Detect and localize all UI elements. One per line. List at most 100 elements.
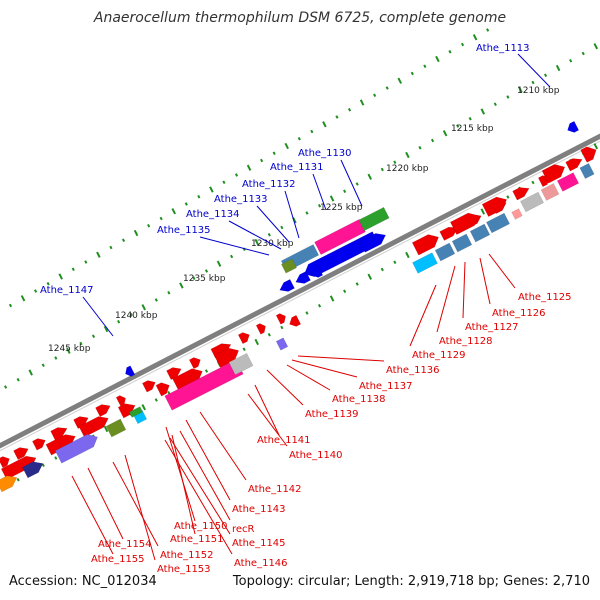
reverse-gene-arrow-shape (125, 365, 136, 377)
cog-block (451, 233, 473, 253)
label-leader-line (517, 53, 551, 88)
tick-mark-outer (192, 276, 196, 281)
cog-block (486, 212, 510, 234)
forward-gene-arrow-shape (117, 403, 136, 419)
label-leader-line (228, 220, 282, 250)
tick-mark-outer (254, 238, 259, 246)
tick-mark-inner (329, 295, 335, 302)
tick-mark-outer (442, 130, 448, 137)
tick-mark-inner (154, 398, 158, 402)
forward-gene-arrow (155, 382, 170, 397)
tick-mark-inner (367, 273, 373, 280)
tick-mark-inner (54, 456, 58, 460)
tick-mark-outer (154, 298, 158, 302)
tick-mark-inner (393, 260, 397, 265)
forward-gene-arrow (541, 164, 566, 184)
gene-label: Athe_1140 (289, 450, 343, 461)
scale-label: 1235 kbp (183, 274, 226, 284)
reverse-gene-arrow-shape (359, 233, 386, 253)
scale-label: 1245 kbp (48, 344, 91, 354)
tick-mark-scale (410, 71, 414, 76)
tick-mark-inner (280, 325, 284, 330)
accession-text: Accession: NC_012034 (9, 574, 157, 589)
gene-label: Athe_1146 (234, 558, 288, 569)
tick-mark-outer (129, 312, 133, 317)
cog-block (520, 191, 544, 213)
forward-gene-arrow-shape (0, 456, 10, 469)
forward-gene-arrow-shape (541, 164, 566, 184)
label-leader-line (286, 364, 331, 391)
gene-label: Athe_1142 (248, 484, 302, 495)
tick-mark-inner (242, 347, 246, 352)
tick-mark-inner (141, 404, 146, 411)
tick-mark-outer (117, 319, 121, 324)
cog-block-shape (556, 172, 580, 192)
scale-label: 1210 kbp (517, 86, 560, 96)
label-leader-line (266, 369, 304, 406)
gene-label: Athe_1126 (492, 308, 546, 319)
gene-label: recR (232, 524, 255, 535)
forward-gene-arrow (188, 357, 201, 370)
forward-gene-arrow (50, 427, 68, 441)
forward-gene-arrow-shape (78, 416, 109, 438)
cog-block (434, 242, 456, 262)
tick-mark-outer (456, 124, 460, 128)
label-leader-line (488, 253, 516, 289)
tick-mark-scale (460, 42, 465, 47)
forward-gene-arrow (172, 368, 203, 392)
tick-mark-inner (593, 143, 599, 150)
tick-mark-inner (343, 289, 347, 294)
forward-gene-arrow (115, 395, 126, 407)
tick-mark-inner (16, 477, 20, 482)
tick-mark-outer (380, 167, 384, 172)
tick-mark-outer (179, 282, 184, 289)
reverse-gene-arrow (125, 365, 136, 377)
label-leader-line (462, 261, 466, 319)
tick-mark-scale (284, 142, 289, 150)
reverse-gene-arrow (359, 233, 386, 253)
gene-label: Athe_1154 (98, 539, 152, 550)
map-title: Anaerocellum thermophilum DSM 6725, comp… (93, 10, 507, 26)
tick-mark-outer (506, 95, 510, 99)
tick-mark-scale (133, 229, 139, 237)
gene-label: Athe_1151 (170, 534, 224, 545)
gene-label: Athe_1125 (518, 292, 572, 303)
tick-mark-scale (297, 136, 301, 141)
cog-block-shape (520, 191, 544, 213)
gene-label: Athe_1150 (174, 521, 228, 532)
gene-label: Athe_1139 (305, 409, 359, 420)
tick-mark-inner (204, 369, 209, 373)
genome-stats-text: Topology: circular; Length: 2,919,718 bp… (232, 574, 590, 589)
label-leader-line (199, 411, 247, 481)
tick-mark-inner (380, 267, 384, 272)
forward-gene-arrow-shape (13, 447, 29, 460)
scale-label: 1225 kbp (320, 203, 363, 213)
tick-mark-outer (518, 86, 523, 93)
cog-block-shape (469, 223, 491, 243)
tick-mark-scale (435, 55, 440, 63)
tick-mark-inner (254, 338, 259, 346)
label-leader-line (185, 419, 231, 501)
tick-mark-scale (147, 223, 151, 228)
reverse-gene-arrow (567, 120, 580, 133)
label-leader-line (436, 265, 456, 333)
tick-mark-outer (531, 80, 535, 85)
gene-label: Athe_1133 (214, 194, 268, 205)
label-leader-line (256, 205, 290, 243)
forward-gene-arrow-shape (580, 146, 597, 163)
forward-gene-arrow (450, 212, 479, 235)
gene-label: Athe_1136 (386, 365, 440, 376)
tick-mark-outer (480, 108, 486, 115)
cog-block (105, 418, 127, 438)
gene-label: Athe_1127 (465, 322, 519, 333)
tick-mark-outer (543, 73, 548, 78)
tick-mark-scale (373, 93, 377, 98)
forward-gene-arrow (45, 434, 76, 456)
forward-gene-arrow-shape (115, 395, 126, 407)
tick-mark-outer (367, 173, 373, 180)
label-leader-line (247, 393, 288, 447)
forward-gene-arrow-shape (255, 323, 266, 335)
cog-block (275, 337, 289, 351)
tick-mark-outer (280, 225, 284, 230)
tick-mark-outer (468, 116, 472, 121)
